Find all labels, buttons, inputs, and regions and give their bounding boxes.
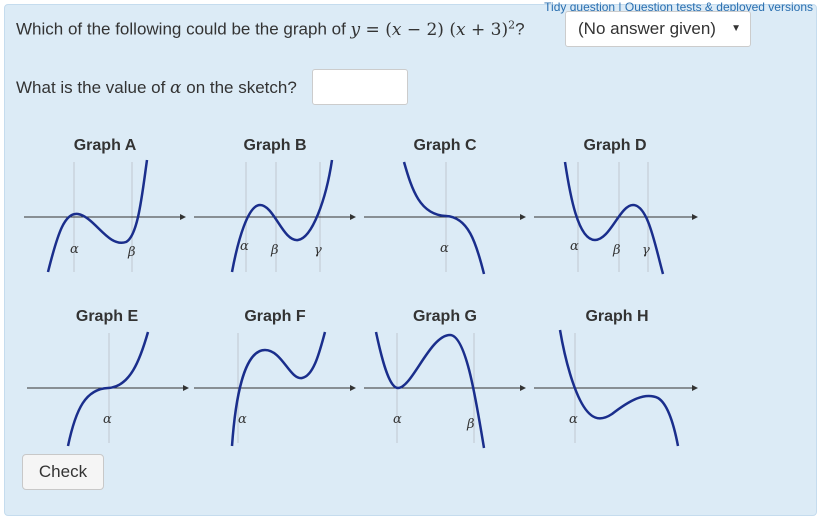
- question-2-text: What is the value of α on the sketch?: [16, 78, 297, 98]
- graph-a-label-beta: β: [127, 245, 136, 260]
- graph-h[interactable]: α: [534, 329, 698, 447]
- equation: y = (x − 2) (x + 3)2: [350, 18, 516, 40]
- graph-g-label-alpha: α: [393, 412, 402, 427]
- graph-h-title: Graph H: [585, 308, 649, 325]
- alpha-answer-input[interactable]: [312, 69, 408, 105]
- answer-dropdown[interactable]: (No answer given) ▼: [565, 11, 751, 47]
- graph-f-label-alpha: α: [238, 412, 247, 427]
- graph-c[interactable]: α: [364, 161, 526, 275]
- dropdown-selected-value: (No answer given): [578, 19, 716, 38]
- graph-e[interactable]: α: [27, 331, 189, 447]
- caret-down-icon: ▼: [731, 23, 741, 34]
- tidy-question-link[interactable]: Tidy question: [544, 0, 616, 14]
- graph-b-label-beta: β: [270, 243, 279, 258]
- graph-d-label-alpha: α: [570, 239, 579, 254]
- link-separator: |: [615, 0, 625, 14]
- graph-b[interactable]: α β γ: [194, 159, 356, 273]
- graph-g[interactable]: α β: [364, 331, 526, 449]
- header-links: Tidy question | Question tests & deploye…: [544, 0, 813, 14]
- graph-h-label-alpha: α: [569, 412, 578, 427]
- graph-f-title: Graph F: [244, 308, 306, 325]
- graph-b-title: Graph B: [243, 137, 307, 154]
- graph-f[interactable]: α: [194, 331, 356, 447]
- graph-e-title: Graph E: [75, 308, 139, 325]
- check-button[interactable]: Check: [22, 454, 104, 490]
- graph-d-label-beta: β: [612, 243, 621, 258]
- graph-c-title: Graph C: [413, 137, 477, 154]
- graph-d[interactable]: α β γ: [534, 161, 698, 275]
- graph-b-label-alpha: α: [240, 239, 249, 254]
- graph-g-title: Graph G: [412, 308, 477, 325]
- graph-a-title: Graph A: [73, 137, 137, 154]
- graph-d-label-gamma: γ: [642, 243, 650, 258]
- graph-a-label-alpha: α: [70, 242, 79, 257]
- graph-d-title: Graph D: [583, 137, 647, 154]
- question-tests-link[interactable]: Question tests & deployed versions: [624, 0, 813, 14]
- question-1-text: Which of the following could be the grap…: [16, 18, 525, 40]
- graph-c-label-alpha: α: [440, 241, 449, 256]
- graph-e-label-alpha: α: [103, 412, 112, 427]
- graph-a[interactable]: α β: [24, 159, 186, 273]
- graph-b-label-gamma: γ: [314, 243, 322, 258]
- graph-g-label-beta: β: [466, 417, 475, 432]
- question-panel: [4, 4, 817, 516]
